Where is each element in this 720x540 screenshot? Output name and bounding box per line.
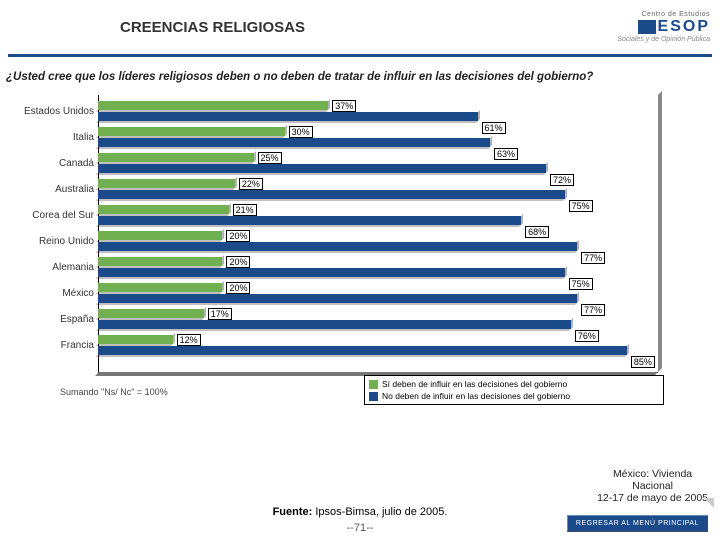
bar-yes: 22%	[98, 179, 235, 188]
bar-yes: 30%	[98, 127, 285, 136]
chart: Estados Unidos37%61%Italia30%63%Canadá25…	[8, 95, 708, 405]
bar-no: 72%	[98, 164, 546, 173]
bar-yes: 12%	[98, 335, 173, 344]
legend-item-no: No deben de influir en las decisiones de…	[369, 390, 659, 402]
bar-no: 77%	[98, 242, 577, 251]
bar-pair: 22%75%	[98, 177, 658, 203]
value-label: 20%	[226, 256, 250, 268]
chart-footnote: Sumando "Ns/ Nc" = 100%	[60, 387, 168, 397]
logo-c-icon	[638, 20, 656, 34]
value-label: 20%	[226, 230, 250, 242]
bar-pair: 25%72%	[98, 151, 658, 177]
category-label: Australia	[8, 177, 94, 203]
bar-no: 75%	[98, 268, 565, 277]
swatch-yes-icon	[369, 380, 378, 389]
chart-row: Canadá25%72%	[8, 151, 708, 177]
bar-no: 68%	[98, 216, 521, 225]
chart-row: Australia22%75%	[8, 177, 708, 203]
category-label: España	[8, 307, 94, 333]
category-label: Alemania	[8, 255, 94, 281]
bar-pair: 20%77%	[98, 281, 658, 307]
bar-yes: 25%	[98, 153, 254, 162]
bar-pair: 20%77%	[98, 229, 658, 255]
bar-yes: 20%	[98, 283, 222, 292]
logo-line-top: Centro de Estudios	[641, 11, 710, 18]
bar-no: 63%	[98, 138, 490, 147]
category-label: México	[8, 281, 94, 307]
bar-pair: 12%85%	[98, 333, 658, 359]
chart-row: Alemania20%75%	[8, 255, 708, 281]
bar-yes: 17%	[98, 309, 204, 318]
category-label: Corea del Sur	[8, 203, 94, 229]
survey-question: ¿Usted cree que los líderes religiosos d…	[0, 71, 720, 83]
legend: Sí deben de influir en las decisiones de…	[364, 375, 664, 405]
chart-row: Italia30%63%	[8, 125, 708, 151]
return-menu-button[interactable]: REGRESAR AL MENÚ PRINCIPAL	[567, 515, 708, 532]
header-rule	[8, 54, 712, 57]
bar-pair: 20%75%	[98, 255, 658, 281]
bar-yes: 21%	[98, 205, 229, 214]
value-label: 20%	[226, 282, 250, 294]
bar-no: 85%	[98, 346, 627, 355]
logo-wordmark: ESOP	[638, 18, 710, 36]
swatch-no-icon	[369, 392, 378, 401]
mexico-note: México: Vivienda Nacional 12-17 de mayo …	[597, 468, 708, 504]
value-label: 21%	[233, 204, 257, 216]
category-label: Italia	[8, 125, 94, 151]
value-label: 30%	[289, 126, 313, 138]
value-label: 85%	[631, 356, 655, 368]
bar-yes: 37%	[98, 101, 328, 110]
logo: Centro de Estudios ESOP Sociales y de Op…	[530, 6, 710, 48]
chart-row: Corea del Sur21%68%	[8, 203, 708, 229]
chart-row: Francia12%85%	[8, 333, 708, 359]
value-label: 17%	[208, 308, 232, 320]
header: CREENCIAS RELIGIOSAS Centro de Estudios …	[0, 0, 720, 54]
chart-row: México20%77%	[8, 281, 708, 307]
chart-row: Reino Unido20%77%	[8, 229, 708, 255]
value-label: 12%	[177, 334, 201, 346]
chart-row: España17%76%	[8, 307, 708, 333]
bar-pair: 30%63%	[98, 125, 658, 151]
bar-pair: 37%61%	[98, 99, 658, 125]
category-label: Francia	[8, 333, 94, 359]
bar-no: 76%	[98, 320, 571, 329]
chart-row: Estados Unidos37%61%	[8, 99, 708, 125]
value-label: 25%	[258, 152, 282, 164]
bar-no: 61%	[98, 112, 478, 121]
bar-yes: 20%	[98, 231, 222, 240]
page-title: CREENCIAS RELIGIOSAS	[120, 19, 530, 36]
logo-line-bottom: Sociales y de Opinión Pública	[617, 36, 710, 43]
bar-pair: 17%76%	[98, 307, 658, 333]
bar-no: 75%	[98, 190, 565, 199]
bar-yes: 20%	[98, 257, 222, 266]
category-label: Reino Unido	[8, 229, 94, 255]
bar-pair: 21%68%	[98, 203, 658, 229]
category-label: Estados Unidos	[8, 99, 94, 125]
value-label: 22%	[239, 178, 263, 190]
bar-no: 77%	[98, 294, 577, 303]
legend-item-yes: Sí deben de influir en las decisiones de…	[369, 378, 659, 390]
value-label: 37%	[332, 100, 356, 112]
category-label: Canadá	[8, 151, 94, 177]
